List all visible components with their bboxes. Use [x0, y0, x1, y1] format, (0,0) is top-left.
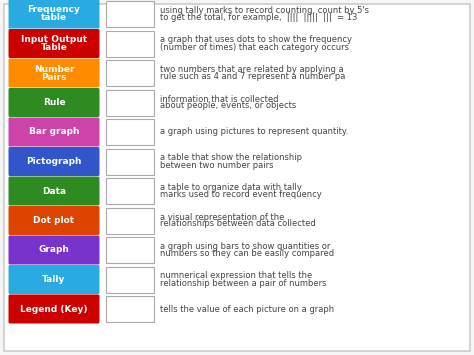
Text: marks used to record event frequency: marks used to record event frequency: [160, 190, 322, 199]
Text: rule such as 4 and 7 represent a number pa: rule such as 4 and 7 represent a number …: [160, 72, 346, 81]
Text: using tally marks to record counting, count by 5's: using tally marks to record counting, co…: [160, 6, 369, 15]
Text: to get the total, for example,  ||||  |||||  |||  = 13: to get the total, for example, |||| ||||…: [160, 13, 357, 22]
FancyBboxPatch shape: [9, 265, 100, 294]
Text: Dot plot: Dot plot: [34, 216, 74, 225]
Text: numbers so they can be easily compared: numbers so they can be easily compared: [160, 249, 334, 258]
Text: (number of times) that each category occurs: (number of times) that each category occ…: [160, 43, 349, 51]
Text: numnerical expression that tells the: numnerical expression that tells the: [160, 272, 312, 280]
FancyBboxPatch shape: [9, 176, 100, 206]
Text: Pictograph: Pictograph: [26, 157, 82, 166]
Text: Number: Number: [34, 65, 74, 73]
Text: Graph: Graph: [38, 246, 69, 255]
FancyBboxPatch shape: [4, 4, 470, 351]
FancyBboxPatch shape: [9, 0, 100, 28]
Text: Input Output: Input Output: [21, 35, 87, 44]
FancyBboxPatch shape: [9, 118, 100, 147]
Text: Data: Data: [42, 186, 66, 196]
FancyBboxPatch shape: [106, 31, 154, 56]
Text: Rule: Rule: [43, 98, 65, 107]
Text: between two number pairs: between two number pairs: [160, 160, 273, 169]
FancyBboxPatch shape: [9, 29, 100, 58]
FancyBboxPatch shape: [106, 237, 154, 263]
Text: Table: Table: [41, 43, 67, 52]
Text: Frequency: Frequency: [27, 5, 81, 15]
Text: relationship between a pair of numbers: relationship between a pair of numbers: [160, 279, 327, 288]
Text: a graph using pictures to represent quantity.: a graph using pictures to represent quan…: [160, 127, 348, 137]
Text: information that is collected: information that is collected: [160, 94, 279, 104]
Text: tells the value of each picture on a graph: tells the value of each picture on a gra…: [160, 305, 334, 313]
Text: a table that show the relationship: a table that show the relationship: [160, 153, 302, 163]
FancyBboxPatch shape: [9, 235, 100, 264]
Text: Bar graph: Bar graph: [29, 127, 79, 137]
FancyBboxPatch shape: [106, 89, 154, 115]
FancyBboxPatch shape: [106, 178, 154, 204]
Text: Tally: Tally: [42, 275, 66, 284]
Text: a graph that uses dots to show the frequency: a graph that uses dots to show the frequ…: [160, 36, 352, 44]
FancyBboxPatch shape: [9, 88, 100, 117]
Text: table: table: [41, 13, 67, 22]
FancyBboxPatch shape: [9, 295, 100, 323]
Text: a graph using bars to show quantities or: a graph using bars to show quantities or: [160, 242, 330, 251]
Text: Pairs: Pairs: [41, 72, 67, 82]
FancyBboxPatch shape: [9, 59, 100, 87]
Text: a table to organize data with tally: a table to organize data with tally: [160, 183, 302, 192]
FancyBboxPatch shape: [106, 119, 154, 145]
FancyBboxPatch shape: [106, 60, 154, 86]
Text: a visual representation of the: a visual representation of the: [160, 213, 284, 222]
Text: Legend (Key): Legend (Key): [20, 305, 88, 313]
Text: two numbers that are related by applying a: two numbers that are related by applying…: [160, 65, 344, 74]
FancyBboxPatch shape: [106, 208, 154, 234]
FancyBboxPatch shape: [106, 296, 154, 322]
FancyBboxPatch shape: [106, 267, 154, 293]
FancyBboxPatch shape: [9, 147, 100, 176]
FancyBboxPatch shape: [106, 148, 154, 175]
Text: relationships between data collected: relationships between data collected: [160, 219, 316, 229]
FancyBboxPatch shape: [9, 206, 100, 235]
Text: about people, events, or objects: about people, events, or objects: [160, 102, 296, 110]
FancyBboxPatch shape: [106, 1, 154, 27]
